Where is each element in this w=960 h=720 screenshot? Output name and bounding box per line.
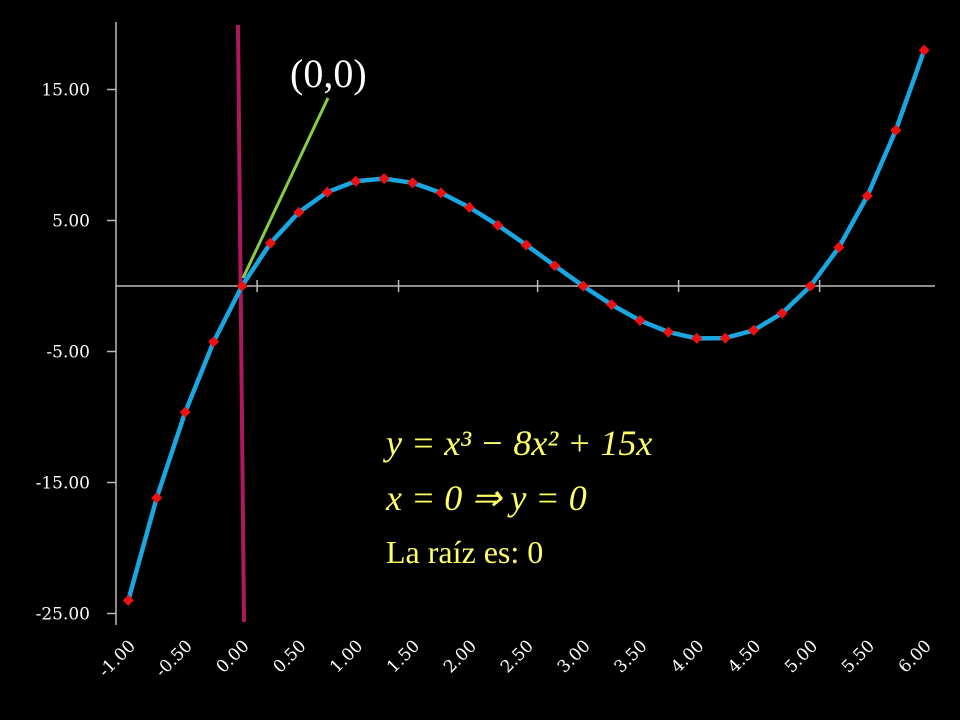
data-point <box>151 492 163 504</box>
data-point <box>293 206 305 218</box>
data-point <box>463 201 475 213</box>
data-point <box>748 324 760 336</box>
y-tick-label: -25.00 <box>36 605 90 625</box>
x-tick-label: 2.00 <box>440 636 481 677</box>
data-point <box>549 260 561 272</box>
data-point <box>264 237 276 249</box>
x-tick-label: 1.50 <box>383 636 424 677</box>
data-point <box>634 314 646 326</box>
annotation-point-label: (0,0) <box>290 51 367 96</box>
x-tick-label: 1.00 <box>326 636 367 677</box>
x-tick-label: 3.00 <box>554 636 595 677</box>
equation-line-3: La raíz es: 0 <box>386 534 543 570</box>
data-point <box>776 307 788 319</box>
equation-line-1: y = x³ − 8x² + 15x <box>383 423 652 463</box>
data-point <box>378 173 390 185</box>
equation-block: y = x³ − 8x² + 15x x = 0 ⇒ y = 0 La raíz… <box>383 423 652 570</box>
x-tick-label: -1.00 <box>95 636 140 681</box>
annotation-pointer <box>241 97 330 279</box>
data-point <box>805 280 816 292</box>
x-tick-label: 4.50 <box>724 636 765 677</box>
data-point <box>662 326 674 338</box>
x-tick-label: 4.00 <box>667 636 708 677</box>
x-tick-label: 0.50 <box>269 636 310 677</box>
data-point <box>492 219 504 231</box>
data-point <box>350 175 362 187</box>
data-point <box>833 241 845 253</box>
data-point <box>208 336 220 348</box>
y-axis-ticks: 15.00 5.00 -5.00 -15.00 -25.00 <box>36 81 116 625</box>
axes <box>115 22 935 625</box>
x-tick-label: 5.50 <box>838 636 879 677</box>
data-point <box>179 406 191 418</box>
data-point <box>520 239 532 251</box>
vertical-line <box>236 24 246 623</box>
equation-line-2: x = 0 ⇒ y = 0 <box>385 478 587 518</box>
data-point <box>236 280 248 292</box>
data-markers <box>122 44 930 606</box>
y-tick-label: -5.00 <box>46 343 90 363</box>
x-tick-label: 6.00 <box>895 636 936 677</box>
data-point <box>122 594 134 606</box>
data-point <box>435 187 447 199</box>
data-point <box>606 299 618 311</box>
x-tick-label: 0.00 <box>213 636 254 677</box>
x-tick-label: -0.50 <box>152 636 197 681</box>
x-tick-label: 2.50 <box>497 636 538 677</box>
data-point <box>719 332 731 344</box>
y-tick-label: 15.00 <box>41 81 90 101</box>
y-tick-label: -15.00 <box>36 474 90 494</box>
data-point <box>918 44 930 56</box>
data-point <box>861 190 873 202</box>
data-point <box>321 186 333 198</box>
x-tick-label: 3.50 <box>611 636 652 677</box>
data-point <box>890 124 902 136</box>
data-point <box>407 177 419 189</box>
data-point <box>577 280 589 292</box>
y-tick-label: 5.00 <box>52 212 90 232</box>
data-point <box>691 332 703 344</box>
x-tick-label: 5.00 <box>781 636 822 677</box>
